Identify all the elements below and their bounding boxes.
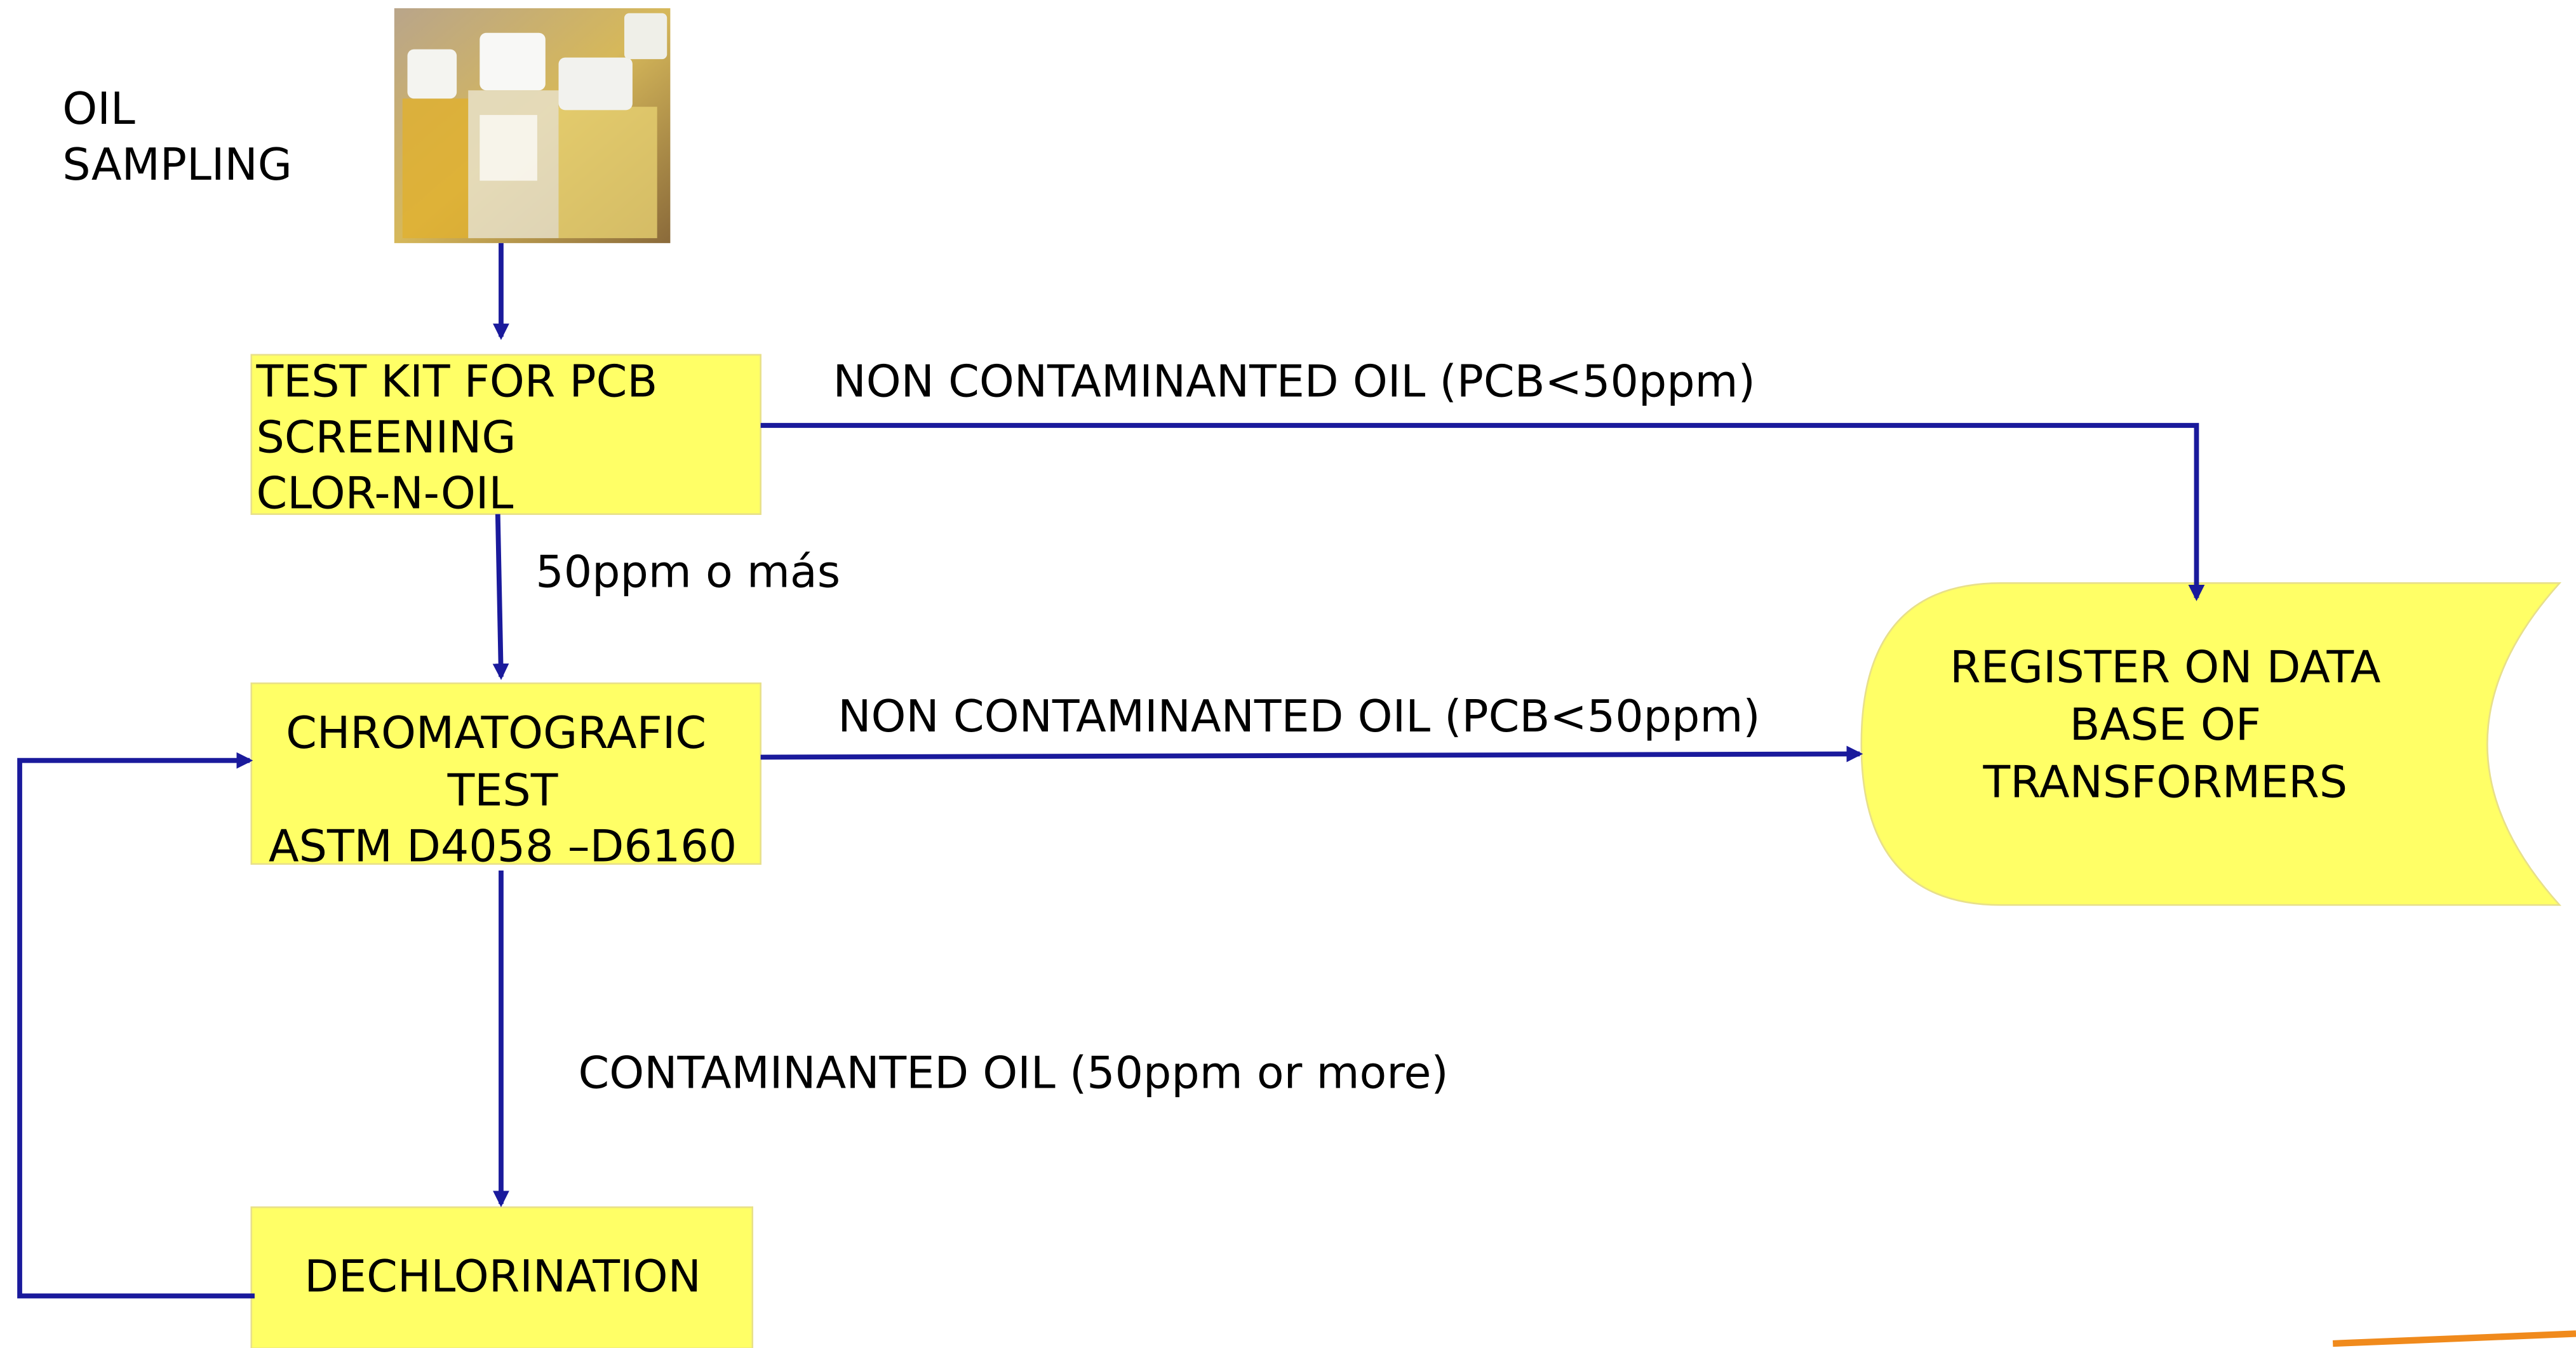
node-label: CHROMATOGRAFIC [286,707,706,759]
node-label: SCREENING [257,411,516,463]
edge-label: 50ppm o más [535,546,840,597]
decor-line [2333,1333,2576,1344]
node-label: TEST [447,764,558,816]
edge-label: CONTAMINANTED OIL (50ppm or more) [579,1047,1449,1098]
node-label: CLOR-N-OIL [257,467,514,519]
node-label: BASE OF [2070,699,2261,751]
edge-label: NON CONTAMINANTED OIL (PCB<50ppm) [833,356,1755,407]
arrow [761,425,2197,598]
node-label: ASTM D4058 –D6160 [269,820,737,872]
page: {"nodes": [ {"label": ["OIL", "SAMPLING"… [0,0,2576,1348]
arrow [761,754,1860,757]
oil-sample-photo [394,8,671,243]
node-label: REGISTER ON DATA [1950,641,2381,693]
node-label: OIL [62,83,135,135]
arrow [20,761,255,1296]
node-label: TRANSFORMERS [1983,757,2348,808]
edge-label: NON CONTAMINANTED OIL (PCB<50ppm) [838,691,1760,742]
node-label: TEST KIT FOR PCB [256,356,658,407]
node-label: DECHLORINATION [304,1251,701,1302]
flowchart: OIL SAMPLING TEST KIT FOR PCB SCREENING … [0,0,2576,1348]
node-label: SAMPLING [62,139,292,190]
arrow [498,514,501,677]
